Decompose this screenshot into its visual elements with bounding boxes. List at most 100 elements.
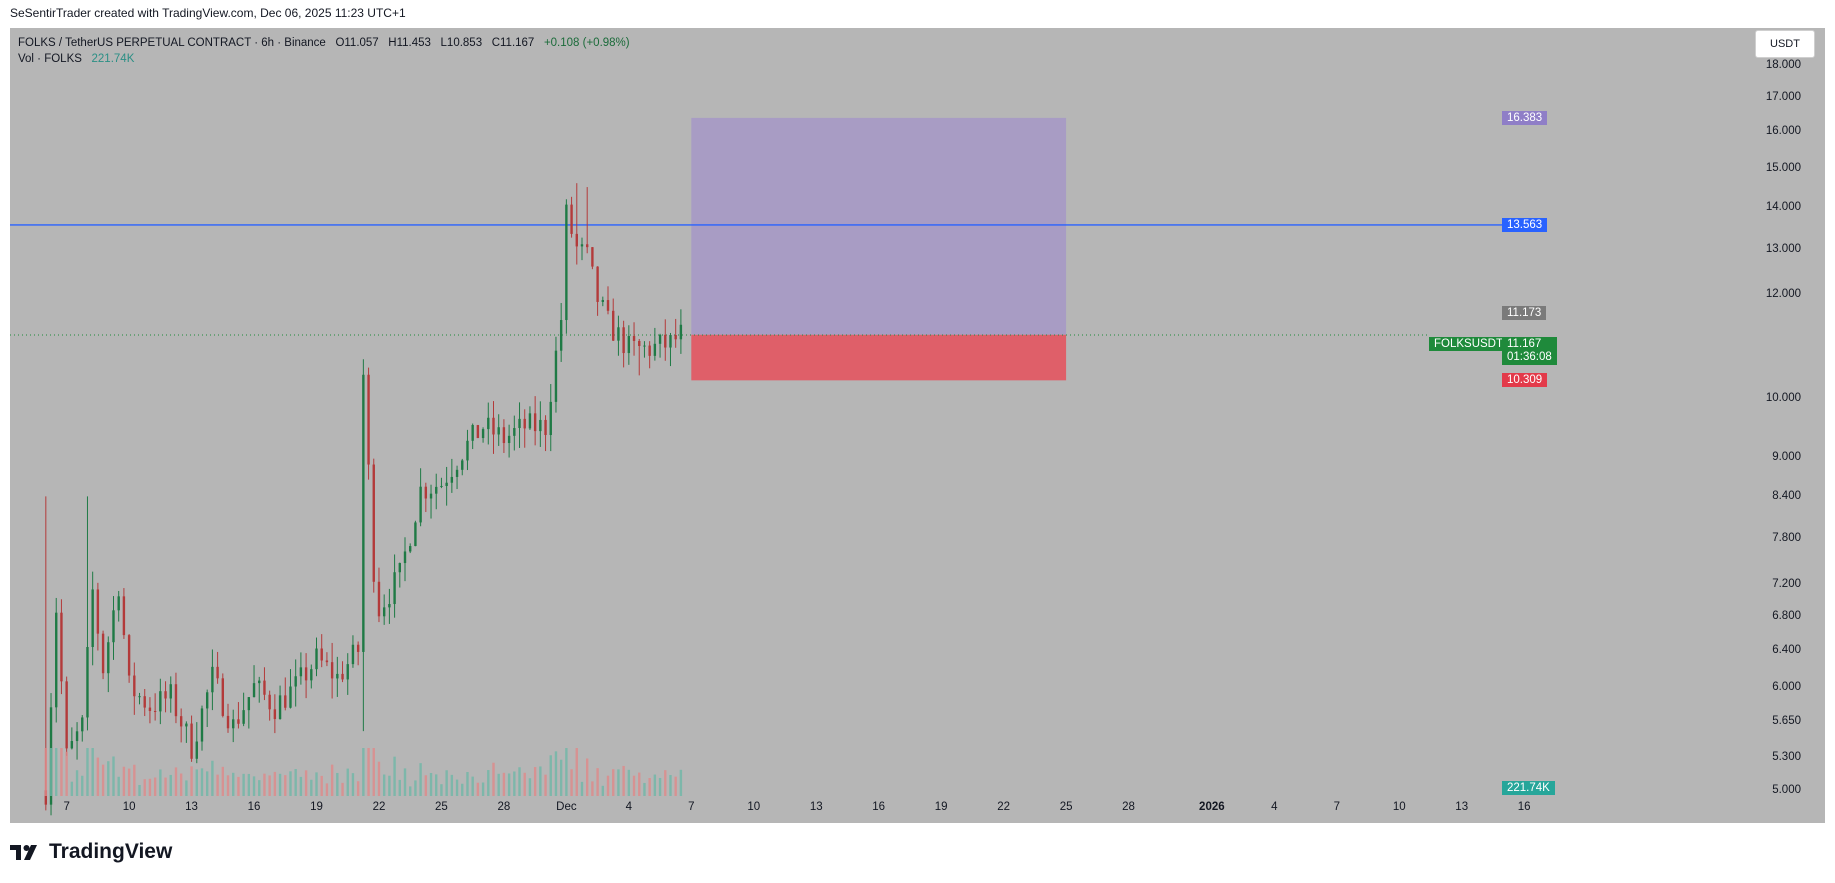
candle-body: [471, 425, 474, 441]
candle-body: [232, 719, 235, 729]
currency-button[interactable]: USDT: [1755, 30, 1815, 58]
ohlc-high: H11.453: [388, 37, 431, 49]
volume-bar: [49, 748, 53, 796]
candle-body: [289, 686, 292, 708]
candle-body: [403, 551, 407, 564]
candle-body: [523, 418, 526, 429]
volume-bar: [497, 773, 500, 796]
candle-body: [606, 300, 610, 311]
candle-body: [445, 482, 448, 486]
chart-credit: SeSentirTrader created with TradingView.…: [10, 6, 406, 20]
long-position-stop-zone: [691, 334, 1067, 381]
candle-body: [544, 419, 547, 436]
candle-body: [221, 678, 225, 716]
volume-bar: [200, 768, 204, 796]
time-axis-tick: 22: [372, 801, 386, 813]
candle-body: [528, 413, 532, 429]
volume-bar: [122, 766, 126, 796]
price-axis-tick: 7.200: [1772, 577, 1801, 590]
price-axis-tick: 12.000: [1765, 288, 1801, 301]
volume-bar: [575, 748, 578, 796]
volume-bar: [127, 768, 131, 796]
volume-bar: [65, 751, 68, 796]
time-axis-tick: 4: [625, 801, 633, 813]
candle-body: [117, 596, 120, 611]
time-axis-tick: 7: [688, 801, 695, 813]
volume-bar: [638, 772, 641, 796]
candle-body: [310, 669, 313, 681]
volume-bar: [455, 779, 459, 796]
volume-bar: [674, 776, 677, 796]
price-axis-tick: 6.800: [1772, 610, 1801, 623]
volume-bar: [216, 774, 219, 796]
candle-body: [648, 345, 651, 356]
volume-bar: [86, 748, 89, 796]
candle-body: [419, 486, 422, 523]
tradingview-logo-icon: [10, 845, 37, 860]
candle-body: [315, 648, 318, 670]
time-axis-tick: 16: [872, 801, 886, 813]
price-axis-tick: 18.000: [1765, 58, 1801, 71]
volume-bar: [284, 775, 287, 796]
volume-bar: [382, 774, 386, 796]
volume-bar: [440, 784, 443, 796]
volume-indicator-label[interactable]: Vol · FOLKS: [18, 53, 82, 65]
volume-bar: [143, 779, 146, 796]
candle-body: [601, 300, 605, 302]
volume-bar: [315, 772, 318, 796]
stop-price-tag: 10.309: [1502, 373, 1548, 388]
volume-bar: [403, 768, 407, 796]
volume-bar: [539, 766, 542, 796]
candle-body: [138, 696, 141, 698]
candle-body: [398, 563, 401, 573]
candle-body: [299, 667, 303, 677]
time-axis-tick: 25: [1059, 801, 1073, 813]
volume-bar: [44, 748, 48, 796]
candle-body: [258, 680, 261, 684]
candle-body: [325, 660, 329, 663]
volume-bar: [258, 780, 261, 796]
volume-bar: [648, 778, 651, 796]
tradingview-brand[interactable]: TradingView: [10, 840, 172, 864]
long-position-target-zone: [691, 117, 1067, 335]
volume-bar: [351, 773, 355, 796]
candle-body: [570, 204, 573, 234]
volume-bar: [221, 766, 225, 796]
time-axis-tick: 28: [1122, 801, 1135, 813]
target-price-tag: 16.383: [1502, 110, 1548, 125]
price-axis-tick: 10.000: [1765, 391, 1801, 404]
price-axis-tick: 6.400: [1772, 644, 1801, 657]
candle-body: [455, 469, 459, 477]
candle-body: [320, 648, 323, 661]
candle-body: [669, 335, 672, 348]
candle-body: [481, 429, 485, 439]
volume-bar: [356, 781, 360, 796]
chart-area[interactable]: FOLKS / TetherUS PERPETUAL CONTRACT · 6h…: [10, 28, 1825, 823]
candle-body: [617, 327, 620, 341]
volume-bar: [226, 775, 230, 796]
candle-body: [107, 642, 110, 674]
volume-bar: [393, 756, 396, 796]
candle-body: [226, 715, 230, 729]
volume-bar: [169, 774, 172, 796]
candle-body: [533, 413, 537, 432]
volume-bar: [190, 766, 193, 796]
candle-body: [91, 589, 94, 648]
candle-body: [362, 374, 365, 652]
volume-bar: [377, 761, 381, 796]
candle-body: [330, 662, 334, 679]
volume-bar: [174, 767, 178, 796]
candle-body: [549, 401, 552, 436]
candle-body: [622, 327, 625, 354]
candle-body: [216, 666, 219, 679]
price-plot[interactable]: [10, 28, 1825, 823]
time-axis-tick: 7: [63, 801, 70, 813]
candle-body: [242, 710, 245, 724]
volume-bar: [617, 769, 620, 796]
price-axis-tick: 5.000: [1772, 784, 1801, 797]
candle-body: [44, 790, 48, 805]
price-axis-tick: 5.650: [1772, 715, 1801, 728]
volume-bar: [310, 779, 313, 796]
symbol-title[interactable]: FOLKS / TetherUS PERPETUAL CONTRACT · 6h…: [18, 37, 326, 49]
current-price-tag: 11.167 01:36:08: [1502, 337, 1557, 366]
